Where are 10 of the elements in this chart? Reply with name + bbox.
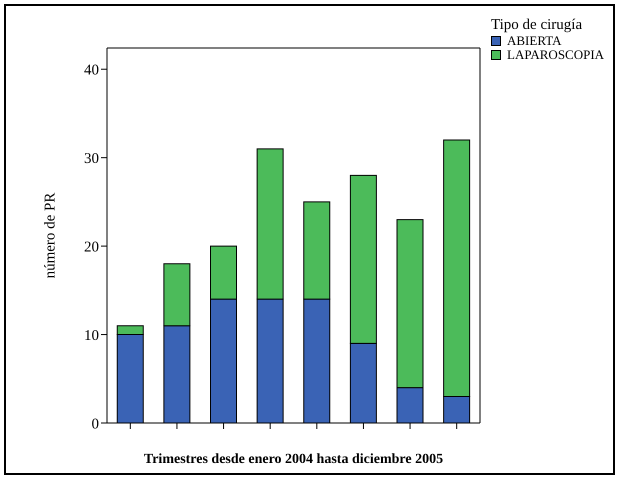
y-tick-label: 0 [92,416,99,432]
y-tick-label: 20 [84,239,99,256]
legend-label: LAPAROSCOPIA [507,47,604,62]
x-axis-title: Trimestres desde enero 2004 hasta diciembre 2005 [144,452,444,467]
legend-label: ABIERTA [507,33,562,48]
y-tick-label: 10 [84,328,99,344]
y-tick-label: 40 [84,62,99,79]
y-axis-title: número de PR [42,192,58,278]
legend-title: Tipo de cirugía [491,17,584,33]
y-tick-label: 30 [84,150,99,167]
